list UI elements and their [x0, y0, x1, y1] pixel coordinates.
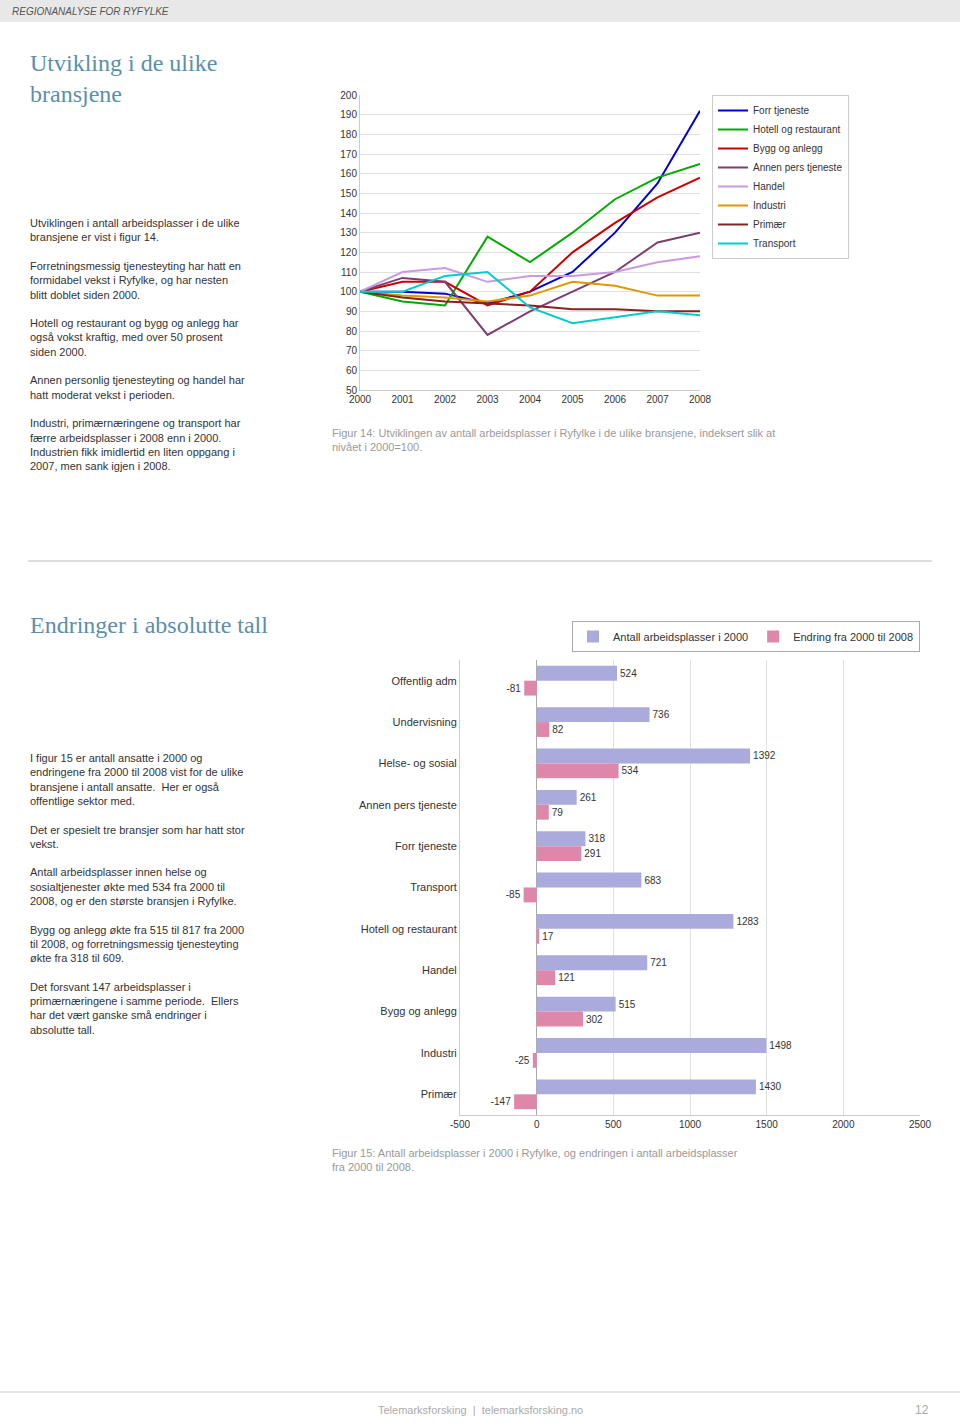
svg-text:318: 318 [588, 833, 605, 844]
svg-text:-81: -81 [506, 683, 521, 694]
svg-text:Telemarksforsking | telemark: Telemarksforsking | telemarksforsking.no [378, 1404, 583, 1416]
svg-text:Figur 14: Utviklingen av antal: Figur 14: Utviklingen av antall arbeidsp… [332, 427, 775, 453]
svg-text:190: 190 [340, 109, 357, 120]
svg-text:Bygg og anlegg: Bygg og anlegg [753, 143, 823, 154]
svg-text:80: 80 [346, 326, 358, 337]
svg-text:Forr tjeneste: Forr tjeneste [753, 105, 810, 116]
svg-text:160: 160 [340, 168, 357, 179]
svg-text:Primær: Primær [421, 1088, 457, 1100]
svg-text:90: 90 [346, 306, 358, 317]
svg-text:736: 736 [653, 709, 670, 720]
svg-text:2002: 2002 [434, 394, 457, 405]
svg-text:170: 170 [340, 149, 357, 160]
svg-text:2000: 2000 [832, 1119, 855, 1130]
svg-text:302: 302 [586, 1014, 603, 1025]
svg-text:0: 0 [534, 1119, 540, 1130]
svg-text:1500: 1500 [756, 1119, 779, 1130]
svg-text:2500: 2500 [909, 1119, 932, 1130]
svg-text:261: 261 [580, 792, 597, 803]
svg-text:-147: -147 [491, 1096, 511, 1107]
svg-text:Figur 15: Antall arbeidsplasse: Figur 15: Antall arbeidsplasser i 2000 i… [332, 1147, 738, 1173]
svg-text:-85: -85 [506, 889, 521, 900]
svg-text:2004: 2004 [519, 394, 542, 405]
svg-text:Transport: Transport [753, 238, 796, 249]
svg-text:Endring fra 2000 til 2008: Endring fra 2000 til 2008 [793, 631, 913, 643]
svg-text:I figur 15 er antall ansatte i: I figur 15 er antall ansatte i 2000 ogen… [30, 752, 245, 1036]
svg-text:79: 79 [552, 807, 564, 818]
svg-text:534: 534 [622, 765, 639, 776]
svg-text:150: 150 [340, 188, 357, 199]
svg-text:2006: 2006 [604, 394, 627, 405]
svg-text:Undervisning: Undervisning [393, 716, 457, 728]
svg-text:1430: 1430 [759, 1081, 782, 1092]
svg-text:200: 200 [340, 90, 357, 101]
svg-text:180: 180 [340, 129, 357, 140]
svg-text:121: 121 [558, 972, 575, 983]
svg-text:2003: 2003 [476, 394, 499, 405]
svg-text:Transport: Transport [410, 881, 457, 893]
svg-text:Utviklingen i antall arbeidspl: Utviklingen i antall arbeidsplasser i de… [30, 217, 245, 472]
svg-text:2001: 2001 [391, 394, 414, 405]
svg-text:Endringer i absolutte tall: Endringer i absolutte tall [30, 612, 268, 638]
svg-text:1498: 1498 [769, 1040, 792, 1051]
svg-text:2005: 2005 [561, 394, 584, 405]
svg-text:500: 500 [605, 1119, 622, 1130]
svg-text:120: 120 [340, 247, 357, 258]
svg-text:Utvikling i de ulikebransjene: Utvikling i de ulikebransjene [30, 50, 217, 107]
svg-text:Annen pers tjeneste: Annen pers tjeneste [359, 799, 457, 811]
svg-text:Bygg og anlegg: Bygg og anlegg [380, 1005, 456, 1017]
svg-text:17: 17 [542, 931, 554, 942]
svg-text:Hotell og restaurant: Hotell og restaurant [753, 124, 840, 135]
svg-text:Hotell og restaurant: Hotell og restaurant [361, 923, 457, 935]
svg-text:Forr tjeneste: Forr tjeneste [395, 840, 457, 852]
svg-text:-25: -25 [515, 1055, 530, 1066]
svg-text:Primær: Primær [753, 219, 786, 230]
svg-text:130: 130 [340, 227, 357, 238]
svg-text:1392: 1392 [753, 750, 776, 761]
svg-text:110: 110 [341, 267, 357, 278]
svg-text:Antall arbeidsplasser i 2000: Antall arbeidsplasser i 2000 [613, 631, 748, 643]
svg-text:721: 721 [650, 957, 667, 968]
svg-text:Handel: Handel [753, 181, 785, 192]
svg-text:524: 524 [620, 668, 637, 679]
svg-text:12: 12 [915, 1403, 929, 1417]
svg-text:291: 291 [584, 848, 601, 859]
svg-text:2000: 2000 [349, 394, 372, 405]
svg-text:REGIONANALYSE FOR RYFYLKE: REGIONANALYSE FOR RYFYLKE [12, 6, 169, 17]
svg-text:60: 60 [346, 365, 358, 376]
svg-text:100: 100 [340, 286, 357, 297]
svg-text:82: 82 [552, 724, 564, 735]
svg-text:-500: -500 [450, 1119, 470, 1130]
svg-text:Handel: Handel [422, 964, 457, 976]
svg-text:1000: 1000 [679, 1119, 702, 1130]
svg-text:515: 515 [619, 999, 636, 1010]
svg-text:140: 140 [340, 208, 357, 219]
svg-text:1283: 1283 [736, 916, 759, 927]
svg-text:Industri: Industri [421, 1047, 457, 1059]
svg-text:683: 683 [644, 875, 661, 886]
svg-text:70: 70 [346, 345, 358, 356]
svg-text:Helse- og sosial: Helse- og sosial [379, 757, 457, 769]
svg-text:Industri: Industri [753, 200, 786, 211]
svg-text:2008: 2008 [689, 394, 712, 405]
svg-text:2007: 2007 [646, 394, 669, 405]
svg-text:Offentlig adm: Offentlig adm [392, 675, 457, 687]
svg-text:Annen pers tjeneste: Annen pers tjeneste [753, 162, 842, 173]
svg-text:50: 50 [346, 385, 358, 396]
